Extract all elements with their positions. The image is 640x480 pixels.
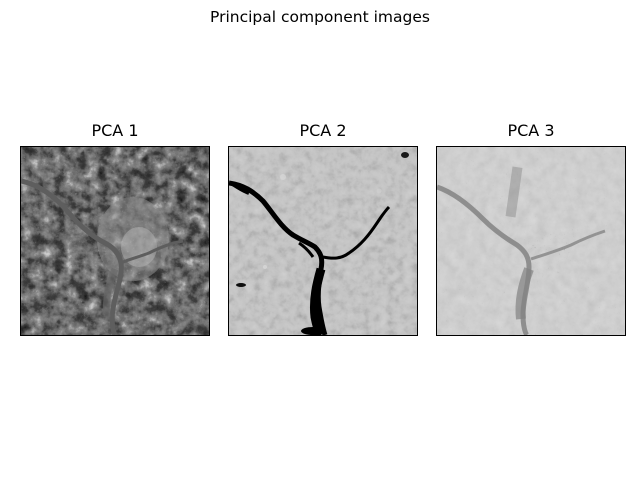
figure-title: Principal component images: [210, 8, 430, 26]
pca-3-title: PCA 3: [507, 121, 555, 140]
pca-2-title: PCA 2: [299, 121, 347, 140]
pca-1-title: PCA 1: [91, 121, 139, 140]
pca-2-image: [228, 146, 418, 336]
pca-3-image: [436, 146, 626, 336]
pca-1-image: [20, 146, 210, 336]
